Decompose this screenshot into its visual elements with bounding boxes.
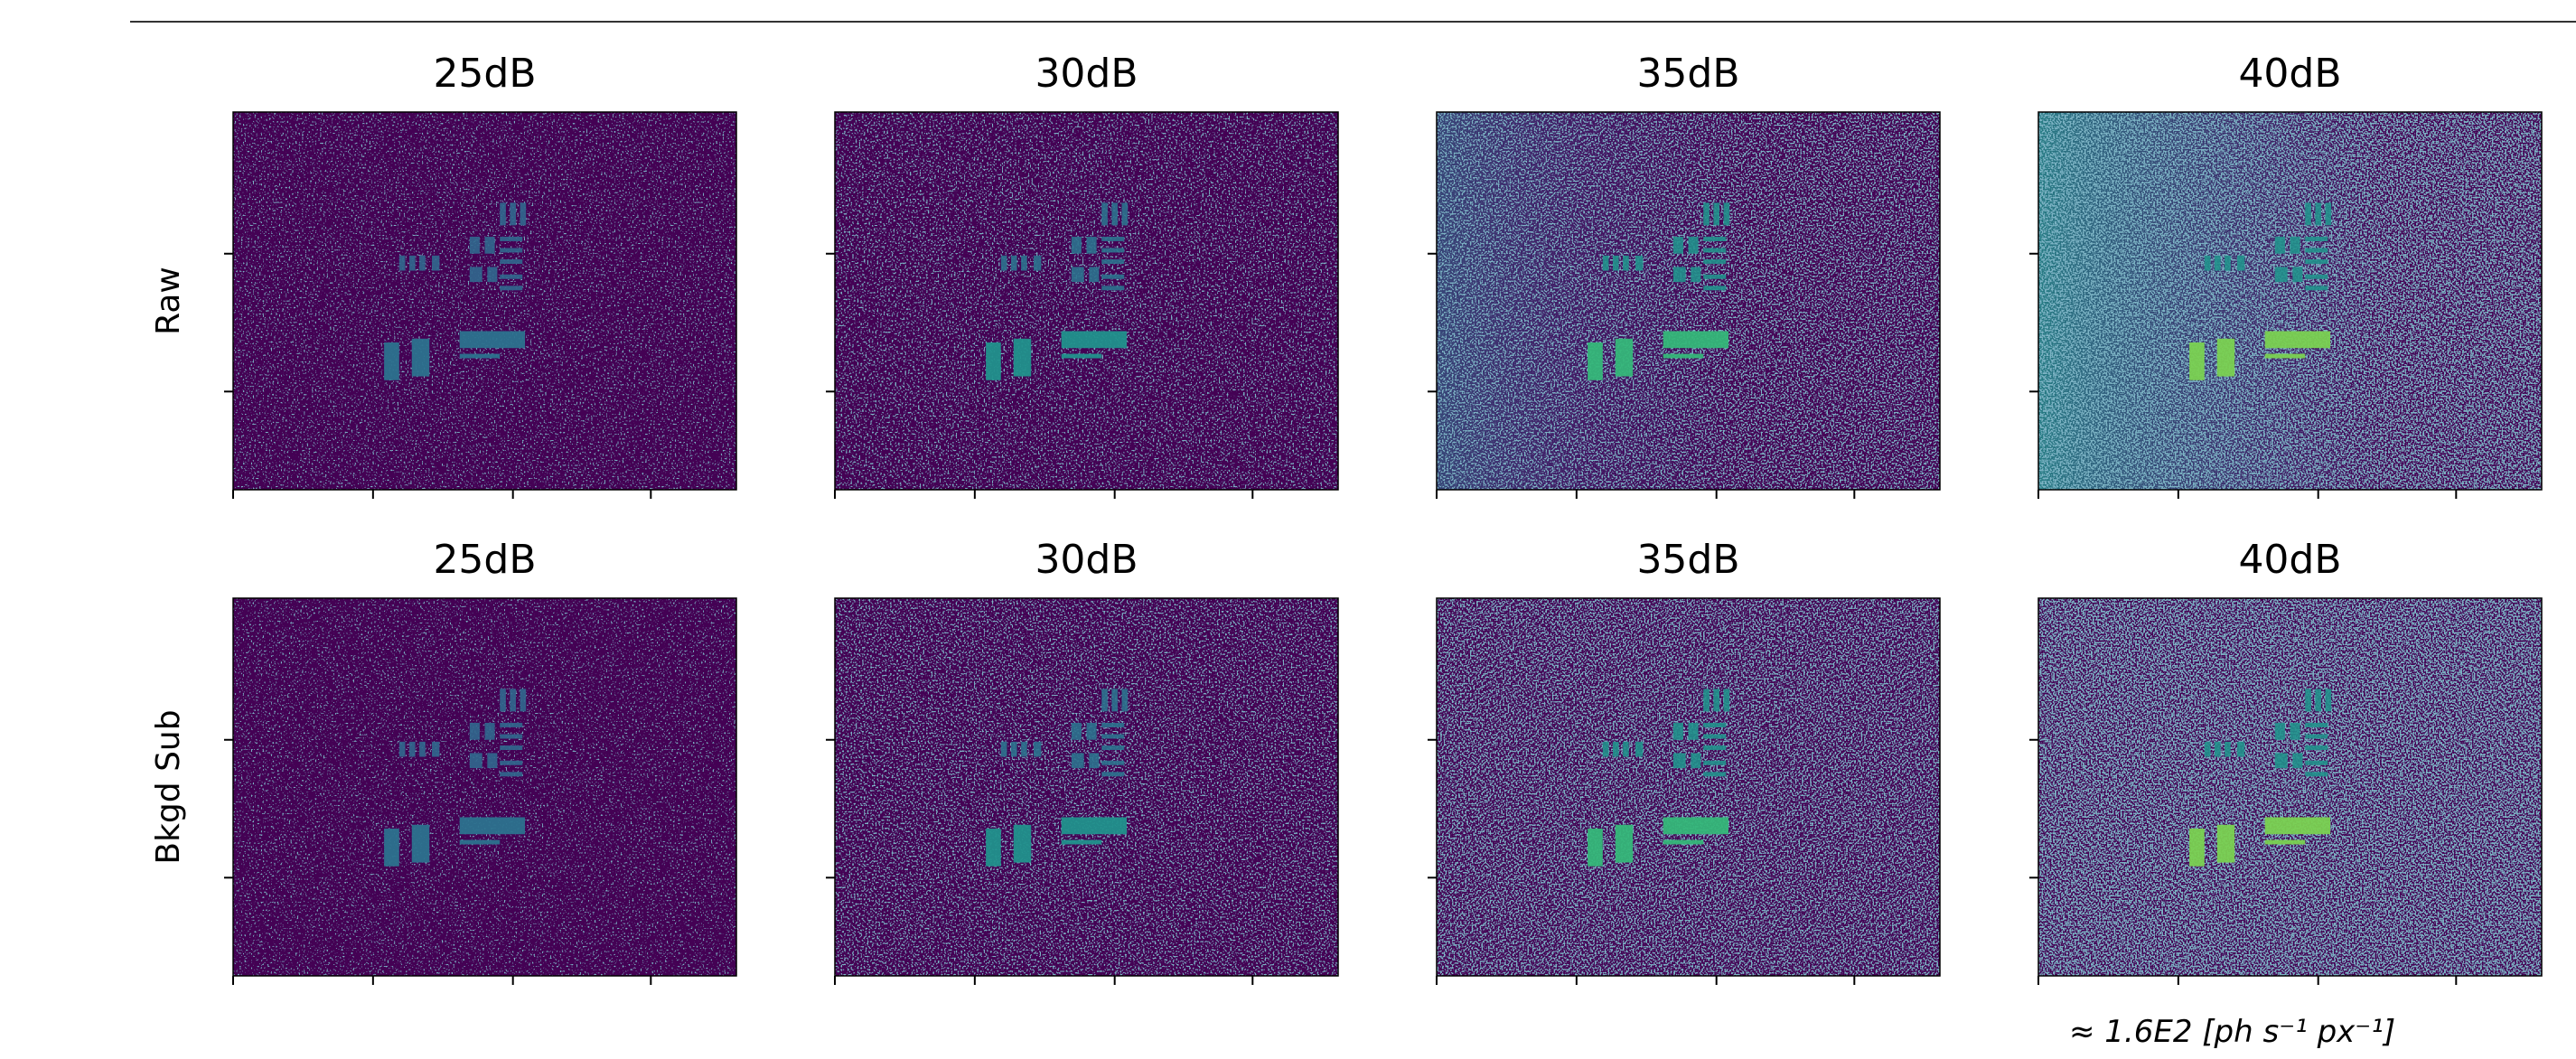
figure: ≈ 1.6E2 [ph s⁻¹ px⁻¹] Raw 25dB 30dB 35dB 40d… (0, 0, 2576, 1059)
panel-title: 35dB (1636, 537, 1739, 583)
panel-title: 25dB (433, 537, 536, 583)
image-panel (233, 112, 736, 490)
panel-title: 30dB (1035, 51, 1138, 97)
image-panel (1437, 112, 1940, 490)
image-panel (1437, 598, 1940, 976)
row-label: Raw (150, 267, 187, 335)
image-panel (2038, 112, 2542, 490)
row-label: Bkgd Sub (150, 709, 187, 864)
panel-title: 30dB (1035, 537, 1138, 583)
image-panel (835, 598, 1338, 976)
panel-title: 40dB (2238, 537, 2341, 583)
panel-title: 25dB (433, 51, 536, 97)
image-panel (233, 598, 736, 976)
scale-annotation: ≈ 1.6E2 [ph s⁻¹ px⁻¹] (2069, 1014, 2395, 1050)
panel-title: 35dB (1636, 51, 1739, 97)
image-panel (835, 112, 1338, 490)
panel-title: 40dB (2238, 51, 2341, 97)
image-panel (2038, 598, 2542, 976)
